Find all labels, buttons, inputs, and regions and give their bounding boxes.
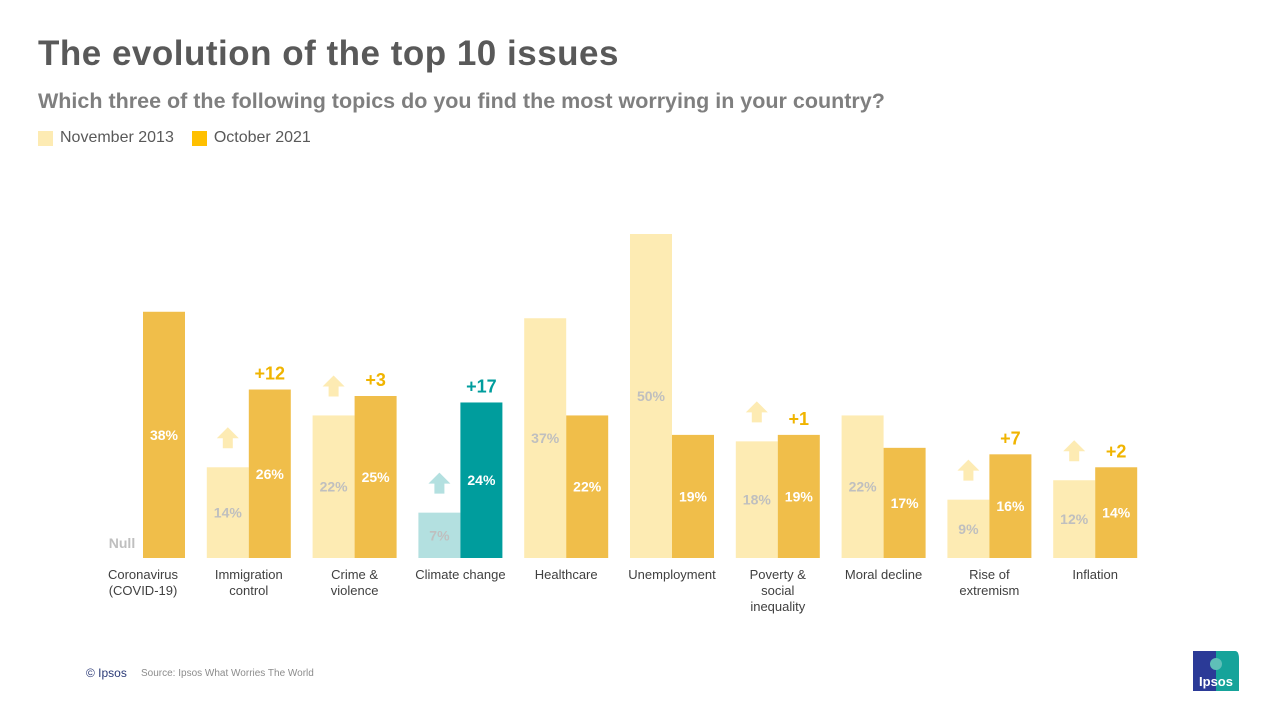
legend-item-2013: November 2013 [38,129,174,147]
delta-label: +1 [789,409,810,429]
bar-2021 [248,389,291,558]
up-arrow-icon [957,459,980,481]
legend: November 2013 October 2021 [38,129,311,147]
bar-2021 [1095,467,1138,558]
data-label-2013: 12% [1060,511,1089,527]
bar-2021 [566,415,609,558]
svg-text:Ipsos: Ipsos [1199,674,1233,689]
legend-swatch [38,130,53,146]
legend-label: October 2021 [213,129,311,146]
delta-label: +7 [1000,428,1021,448]
copyright: © Ipsos [86,666,127,680]
bar-2013 [841,415,884,558]
data-label-2021: 24% [467,472,496,488]
data-label-2013: 18% [743,492,772,508]
up-arrow-icon [1063,440,1086,462]
category-label: control [229,583,268,598]
category-label: Poverty & [750,567,807,582]
category-label: Immigration [215,567,283,582]
data-label-2013: 50% [637,388,666,404]
category-label: (COVID-19) [109,583,178,598]
category-label: Unemployment [628,567,716,582]
data-label-2021: 16% [996,498,1025,514]
category-label: Healthcare [535,567,598,582]
data-label-2021: 14% [1102,505,1131,521]
data-label-2013: 22% [849,479,878,495]
category-label: inequality [750,599,805,614]
bar-2013 [524,318,567,558]
delta-label: +2 [1106,441,1127,461]
data-label-2021: 19% [785,488,814,504]
category-label: social [761,583,794,598]
bar-2021 [989,454,1032,558]
category-label: Rise of [969,567,1010,582]
up-arrow-icon [322,375,345,397]
bar-2021 [883,447,926,558]
category-label: Coronavirus [108,567,179,582]
up-arrow-icon [216,427,239,449]
bar-2013 [206,467,249,558]
data-label-2021: 26% [256,466,285,482]
bar-2013 [312,415,355,558]
page-title: The evolution of the top 10 issues [38,34,619,73]
data-label-2021: 22% [573,479,602,495]
category-label: extremism [959,583,1019,598]
data-label-2021: 17% [891,495,920,511]
bar-2013 [630,234,672,558]
data-label-2013: 37% [531,430,560,446]
category-label: Crime & [331,567,378,582]
legend-swatch [191,130,207,146]
bar-2013 [418,512,461,558]
bar-2013 [1053,480,1096,558]
bar-2021 [143,311,185,558]
category-label: Climate change [415,567,505,582]
category-label: Moral decline [845,567,922,582]
null-label: Null [109,535,135,551]
data-label-2021: 25% [362,469,391,485]
legend-label: November 2013 [60,129,174,146]
bar-2013 [947,499,990,558]
up-arrow-icon [428,472,451,494]
category-label: Inflation [1072,567,1118,582]
data-label-2013: 9% [958,521,979,537]
bar-2021 [672,434,714,558]
delta-label: +3 [365,370,386,390]
bar-2013 [735,441,778,558]
legend-item-2021: October 2021 [191,129,311,147]
delta-label: +12 [255,364,286,384]
bar-2021 [777,434,820,558]
source-note: Source: Ipsos What Worries The World [141,668,314,679]
delta-label: +17 [466,376,497,396]
data-label-2021: 19% [679,488,708,504]
bar-2021 [354,396,397,558]
data-label-2013: 7% [429,527,450,543]
data-label-2013: 22% [320,479,349,495]
data-label-2021: 38% [150,427,179,443]
bar-2021 [460,402,503,558]
subtitle: Which three of the following topics do y… [38,89,885,113]
category-label: violence [331,583,379,598]
ipsos-logo: Ipsos [1193,651,1239,691]
up-arrow-icon [745,401,768,423]
data-label-2013: 14% [214,505,243,521]
